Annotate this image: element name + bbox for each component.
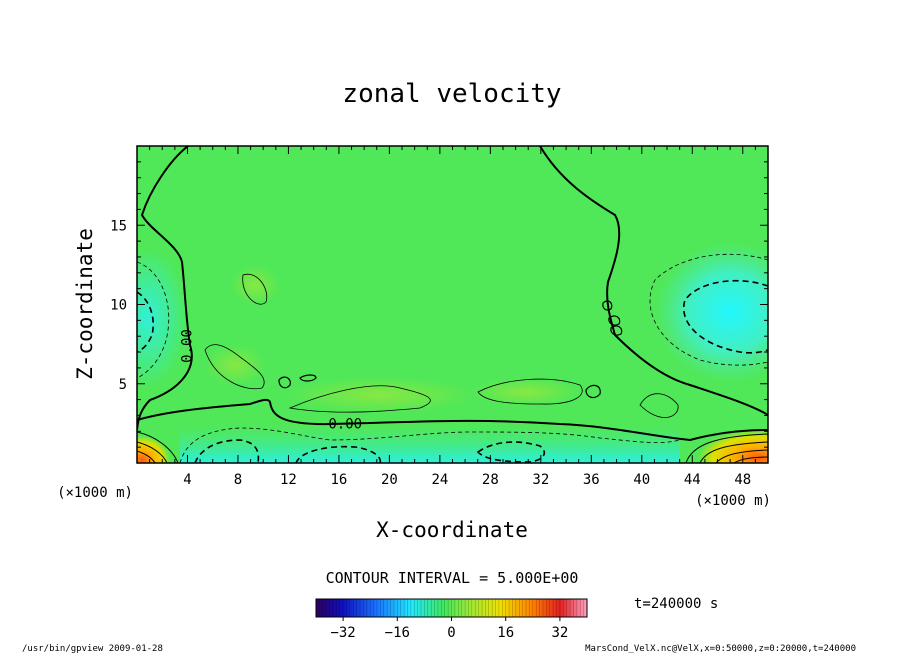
field-right-jet [655, 242, 768, 382]
field-warm-patch-2 [285, 377, 475, 413]
field-warm-patch-4 [205, 345, 265, 385]
colorbar: −32 −16 0 16 32 [315, 598, 588, 641]
contour-small-ring-4 [602, 300, 613, 311]
z-unit-label: (×1000 m) [57, 485, 133, 501]
contour-zero-main [137, 398, 768, 442]
x-tick-label: 48 [734, 472, 751, 488]
field-bottom-band [180, 425, 680, 463]
contour-positive-2 [204, 344, 265, 390]
contour-small-ring-3 [585, 384, 601, 399]
contour-negative-bottom-3 [295, 445, 382, 463]
colorbar-gradient [316, 599, 587, 617]
contour-labels: 0.00 0.00 [179, 329, 362, 432]
x-tick-label: 32 [532, 472, 549, 488]
field-warm-patch-3 [470, 378, 580, 406]
y-tick-label: 15 [110, 218, 127, 234]
chart-title: zonal velocity [342, 79, 561, 109]
contour-hot-left-3 [137, 450, 156, 463]
footer-right: MarsCond_VelX.nc@VelX,x=0:50000,z=0:2000… [585, 644, 856, 654]
contour-negative-bottom-1 [179, 427, 681, 463]
contour-hot-left-1 [137, 431, 179, 463]
x-tick-label: 20 [381, 472, 398, 488]
colorbar-tick-label: 32 [551, 625, 568, 641]
x-unit-label: (×1000 m) [695, 493, 771, 509]
contour-zero-left [137, 146, 193, 431]
field-hot-left [137, 436, 170, 463]
contour-negative-left-inner [137, 291, 154, 353]
colorbar-ticks: −32 −16 0 16 32 [330, 617, 568, 641]
velocity-field: 0.00 0.00 [137, 146, 768, 463]
time-label: t=240000 s [634, 596, 718, 612]
colorbar-stripes [319, 599, 584, 617]
x-axis-label: X-coordinate [376, 518, 528, 542]
colorbar-tick-label: −16 [385, 625, 410, 641]
contour-positive-4 [477, 378, 583, 405]
x-tick-label: 16 [330, 472, 347, 488]
x-tick-label: 44 [684, 472, 701, 488]
x-axis: 4 8 12 16 20 24 28 32 36 40 44 48 [149, 146, 756, 488]
field-warm-patch-1 [230, 265, 280, 305]
colorbar-tick-label: 16 [497, 625, 514, 641]
contour-label: 0.00 [179, 329, 195, 363]
y-axis: 5 10 15 [110, 161, 768, 448]
contour-hot-right-2 [699, 441, 768, 463]
contour-hot-right-1 [685, 433, 768, 463]
y-tick-label: 5 [119, 377, 127, 393]
x-tick-label: 24 [431, 472, 448, 488]
contour-positive-5 [639, 393, 679, 418]
contour-zero-right [539, 146, 768, 416]
colorbar-tick-label: 0 [447, 625, 455, 641]
contour-hot-right-3 [715, 449, 768, 463]
field-left-jet [137, 248, 188, 388]
y-tick-label: 10 [110, 298, 127, 314]
contour-hot-right-4 [733, 456, 768, 463]
contour-label: 0.00 [328, 416, 362, 432]
contour-negative-right-outer [649, 253, 768, 366]
contour-hot-left-2 [137, 441, 168, 463]
contour-positive-1 [242, 273, 268, 305]
x-tick-label: 40 [633, 472, 650, 488]
contour-negative-bottom-2 [194, 439, 260, 463]
x-tick-label: 28 [482, 472, 499, 488]
colorbar-tick-label: −32 [330, 625, 355, 641]
contour-positive-3 [288, 385, 431, 413]
contour-small-ring-5 [608, 315, 621, 326]
footer-left: /usr/bin/gpview 2009-01-28 [22, 644, 163, 654]
contour-negative-left-outer [137, 261, 170, 379]
y-axis-label: Z-coordinate [73, 228, 97, 380]
contour-small-ring-1 [278, 376, 291, 389]
x-tick-label: 36 [583, 472, 600, 488]
contour-negative-right-inner [682, 280, 768, 354]
x-tick-label: 8 [234, 472, 242, 488]
contour-small-ring-6 [610, 325, 623, 336]
field-hot-right [698, 430, 768, 463]
contour-small-ring-2 [299, 374, 317, 382]
x-tick-label: 4 [183, 472, 191, 488]
contour-interval-text: CONTOUR INTERVAL = 5.000E+00 [326, 569, 579, 587]
contour-negative-bottom-4 [476, 441, 546, 463]
x-tick-label: 12 [280, 472, 297, 488]
